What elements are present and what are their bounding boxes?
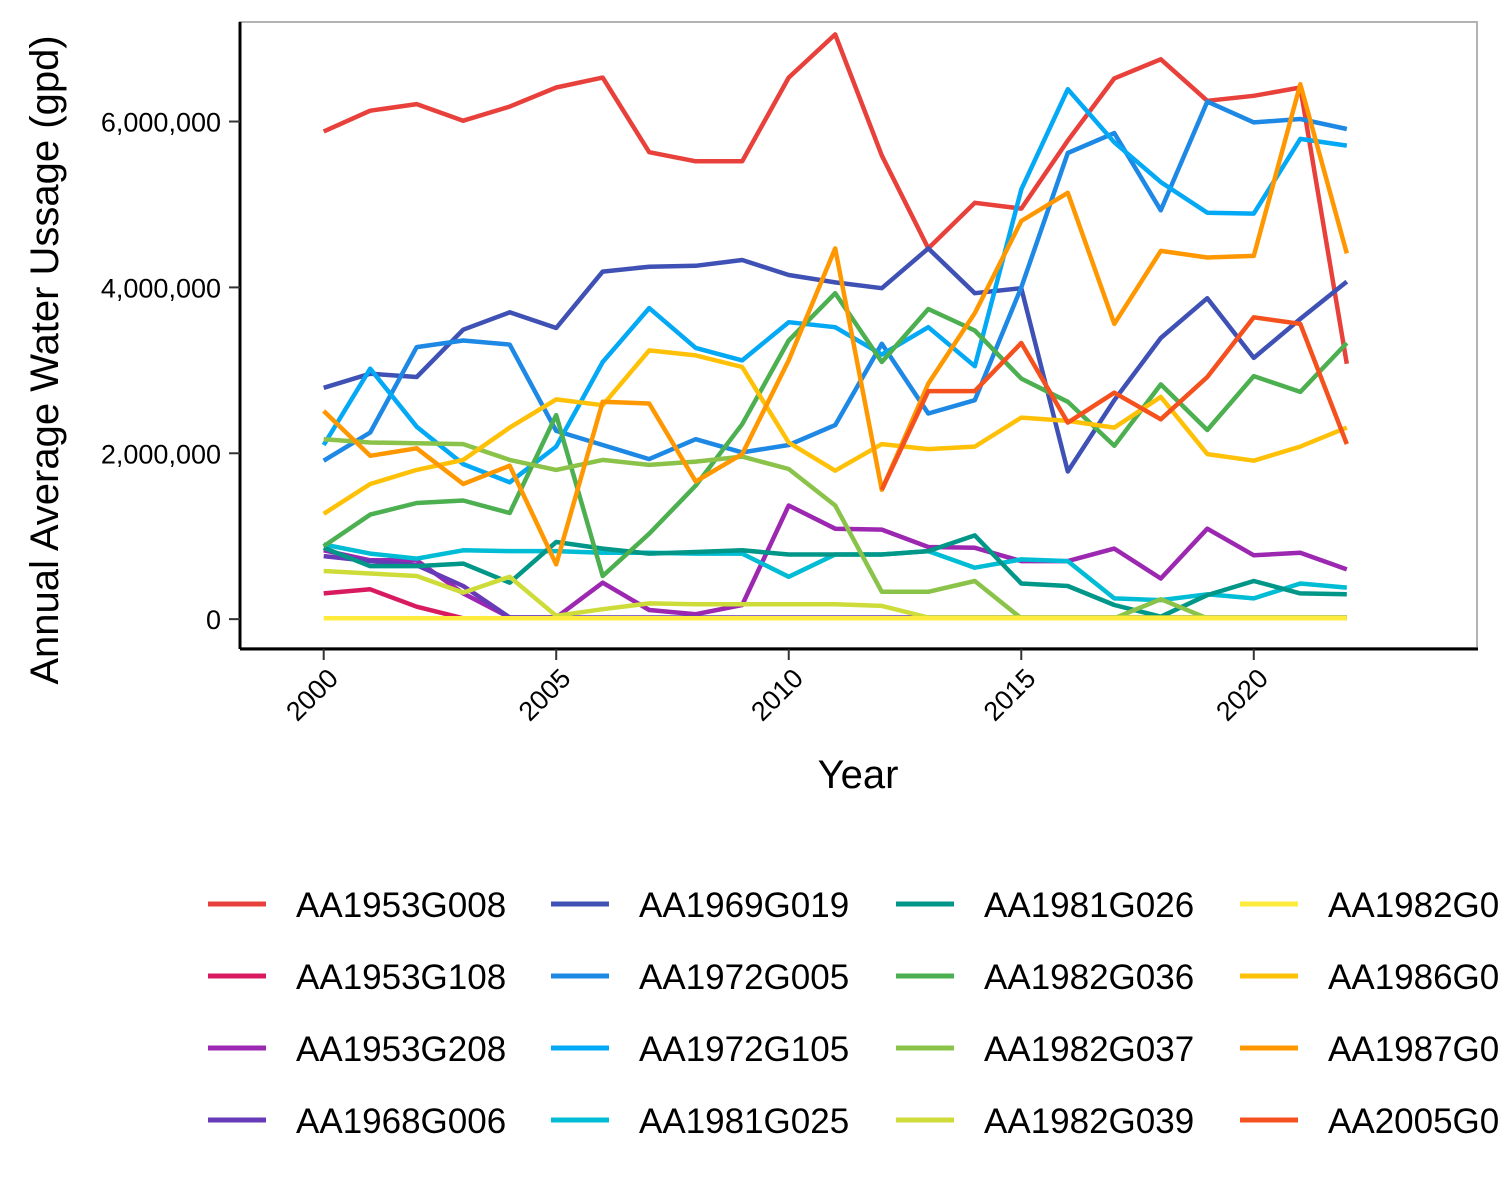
legend: AA1953G008 AA1953G108 AA1953G208 AA1968G006… (208, 886, 1499, 1141)
legend-label: AA1981G025 (639, 1102, 849, 1141)
series-line-aa1987g0 (322, 81, 1349, 567)
legend-label: AA1953G208 (296, 1030, 506, 1069)
y-axis-ticks: 0 2,000,000 4,000,000 6,000,000 (101, 108, 240, 635)
legend-label: AA1982G037 (984, 1030, 1194, 1069)
legend-label: AA1972G005 (639, 958, 849, 997)
legend-label: AA1969G019 (639, 886, 849, 925)
legend-label: AA1972G105 (639, 1030, 849, 1069)
legend-label: AA1968G006 (296, 1102, 506, 1141)
series-line-aa1986g0 (322, 348, 1348, 516)
x-tick-label: 2015 (978, 663, 1042, 727)
x-tick-label: 2000 (280, 663, 344, 727)
series-line-aa1972g105 (321, 86, 1348, 485)
legend-label: AA1953G108 (296, 958, 506, 997)
legend-label: AA1953G008 (296, 886, 506, 925)
series-line-aa1982g036 (322, 290, 1349, 579)
x-tick-label: 2005 (513, 663, 577, 727)
y-axis-title: Annual Average Water Ussage (gpd) (23, 35, 67, 684)
legend-label: AA1987G0 (1328, 1030, 1499, 1069)
x-axis-title: Year (818, 753, 899, 797)
series-line-aa1953g008 (322, 32, 1350, 365)
legend-label: AA1982G039 (984, 1102, 1194, 1141)
legend-label: AA1982G036 (984, 958, 1194, 997)
y-tick-label: 4,000,000 (101, 273, 221, 303)
y-tick-label: 2,000,000 (101, 439, 221, 469)
legend-label: AA2005G0 (1328, 1102, 1499, 1141)
x-axis-ticks: 2000 2005 2010 2015 2020 (280, 649, 1274, 727)
series-line-aa1972g005 (322, 99, 1348, 463)
x-tick-label: 2020 (1210, 663, 1274, 727)
series-line-aa1969g019 (323, 246, 1349, 474)
y-tick-label: 0 (206, 605, 221, 635)
series-layer (321, 32, 1350, 621)
legend-label: AA1981G026 (984, 886, 1194, 925)
series-line-aa1982g037 (323, 436, 1347, 621)
x-tick-label: 2010 (745, 663, 809, 727)
y-tick-label: 6,000,000 (101, 108, 221, 138)
legend-label: AA1986G0 (1328, 958, 1499, 997)
series-line-aa1981g026 (322, 533, 1347, 619)
legend-label: AA1982G0 (1328, 886, 1499, 925)
series-line-aa2005g0 (879, 315, 1349, 491)
